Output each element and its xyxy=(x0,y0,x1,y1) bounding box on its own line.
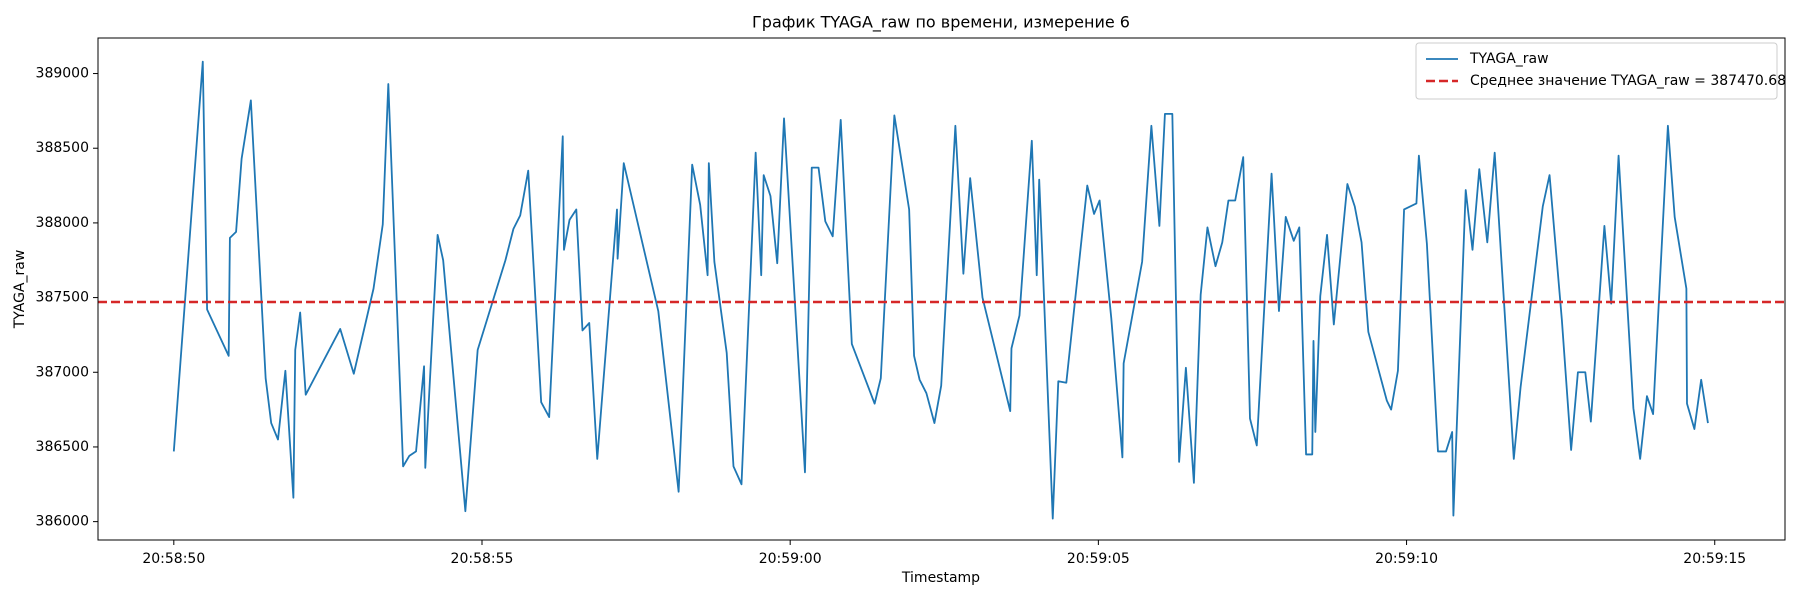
plot-frame xyxy=(97,37,1786,541)
y-tick-label: 387500 xyxy=(36,290,89,306)
x-tick-label: 20:58:55 xyxy=(451,551,514,567)
data-line xyxy=(172,60,1709,520)
y-axis-label: TYAGA_raw xyxy=(12,250,28,330)
legend: TYAGA_raw Среднее значение TYAGA_raw = 38… xyxy=(1415,42,1786,100)
x-tick-label: 20:59:15 xyxy=(1683,551,1746,567)
y-tick-label: 388500 xyxy=(36,140,89,156)
x-tick-label: 20:59:05 xyxy=(1067,551,1130,567)
y-tick-label: 386500 xyxy=(36,439,89,455)
chart-title: График TYAGA_raw по времени, измерение 6 xyxy=(752,13,1130,33)
y-tick-label: 387000 xyxy=(36,364,89,380)
x-tick-label: 20:58:50 xyxy=(142,551,205,567)
x-axis-label: Timestamp xyxy=(901,570,980,586)
legend-label: TYAGA_raw xyxy=(1469,51,1549,67)
legend-box xyxy=(1415,42,1778,100)
y-tick-label: 386000 xyxy=(36,514,89,530)
y-tick-label: 388000 xyxy=(36,215,89,231)
y-tick-label: 389000 xyxy=(36,66,89,82)
x-tick-label: 20:59:00 xyxy=(759,551,822,567)
legend-label: Среднее значение TYAGA_raw = 387470.68 xyxy=(1470,73,1786,89)
x-tick-label: 20:59:10 xyxy=(1375,551,1438,567)
